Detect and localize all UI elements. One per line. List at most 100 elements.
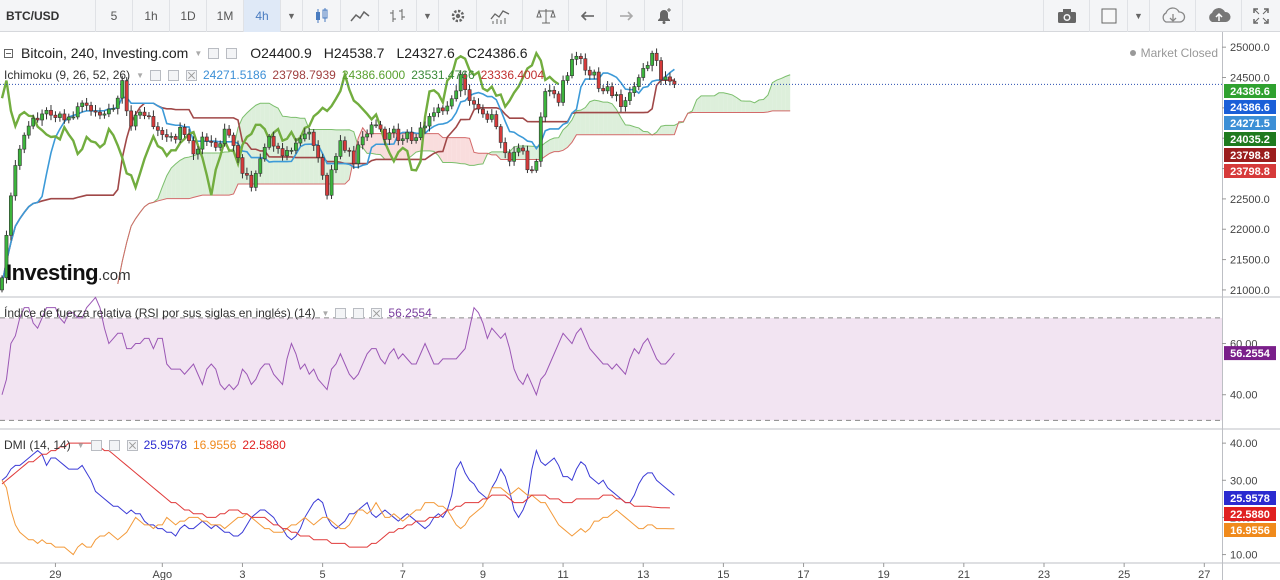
undo-button[interactable]: [569, 0, 607, 32]
candle-body: [592, 71, 597, 76]
bell-plus-icon: [657, 8, 671, 24]
candle-body: [325, 174, 329, 196]
candle-body: [485, 113, 490, 120]
alert-button[interactable]: [645, 0, 683, 32]
settings-icon[interactable]: [353, 307, 365, 319]
ichimoku-chikou-value: 24386.6000: [341, 68, 406, 82]
load-chart-button[interactable]: [1150, 0, 1196, 32]
cloud-segment: [549, 138, 555, 154]
interval-5[interactable]: 5: [96, 0, 133, 32]
cloud-segment: [776, 78, 782, 111]
indicators-button[interactable]: [477, 0, 523, 32]
candle-body: [383, 128, 387, 140]
chikou-line: [0, 50, 560, 196]
rsi-tick-label: 40.00: [1230, 390, 1258, 402]
visibility-icon[interactable]: [208, 47, 220, 59]
cloud-segment: [162, 175, 167, 200]
candle-body: [289, 150, 294, 152]
price-marker: 24271.5: [1230, 118, 1270, 130]
cloud-upload-icon: [1208, 8, 1231, 22]
collapse-icon[interactable]: [4, 48, 13, 58]
cloud-segment: [442, 137, 448, 163]
chevron-down-icon[interactable]: ▼: [76, 440, 85, 450]
cloud-segment: [669, 125, 675, 135]
candle-body: [129, 110, 134, 127]
candlestick-icon: [315, 8, 327, 23]
compare-button[interactable]: [523, 0, 569, 32]
close-icon[interactable]: [186, 69, 197, 81]
interval-1h[interactable]: 1h: [133, 0, 170, 32]
candle-body: [574, 55, 579, 60]
fullscreen-button[interactable]: [1242, 0, 1280, 32]
visibility-icon[interactable]: [335, 307, 347, 319]
investing-logo: Investing .com: [6, 260, 131, 286]
chevron-down-icon[interactable]: ▼: [136, 70, 144, 80]
cloud-segment: [460, 137, 466, 164]
interval-1d-label: 1D: [180, 9, 196, 23]
candles-style-button[interactable]: [303, 0, 341, 32]
candle-body: [556, 93, 561, 103]
visibility-icon[interactable]: [150, 69, 161, 81]
candle-body: [409, 131, 414, 141]
symbol-selector[interactable]: BTC/USD: [0, 0, 96, 32]
style-dropdown[interactable]: ▼: [417, 0, 439, 32]
bars-style-button[interactable]: [379, 0, 417, 32]
redo-button[interactable]: [607, 0, 645, 32]
candle-body: [133, 114, 138, 127]
chevron-down-icon[interactable]: ▼: [321, 308, 330, 318]
gear-icon: [451, 9, 464, 23]
save-chart-button[interactable]: [1196, 0, 1242, 32]
candle-body: [227, 128, 232, 136]
redo-icon: [619, 11, 633, 21]
layout-button[interactable]: [1090, 0, 1128, 32]
cloud-segment: [629, 125, 635, 135]
line-style-button[interactable]: [341, 0, 379, 32]
cloud-segment: [447, 137, 452, 163]
settings-icon[interactable]: [108, 439, 120, 451]
candle-body: [365, 133, 370, 138]
candle-body: [293, 142, 298, 151]
settings-icon[interactable]: [226, 47, 238, 59]
candle-body: [636, 77, 641, 87]
square-icon: [1101, 8, 1116, 24]
time-tick-label: 13: [637, 569, 649, 580]
candle-body: [601, 88, 606, 92]
candle-body: [378, 124, 383, 130]
time-tick-label: 9: [480, 569, 486, 580]
interval-1m[interactable]: 1M: [207, 0, 244, 32]
toolbar-spacer: [683, 0, 1044, 31]
cloud-segment: [603, 102, 608, 135]
snapshot-button[interactable]: [1044, 0, 1090, 32]
candle-body: [120, 80, 125, 99]
visibility-icon[interactable]: [90, 439, 102, 451]
price-tick-label: 25000.0: [1230, 42, 1270, 54]
interval-4h[interactable]: 4h: [244, 0, 281, 32]
settings-button[interactable]: [439, 0, 477, 32]
rsi-value: 56.2554: [388, 306, 432, 320]
candle-body: [454, 90, 459, 100]
logo-bold: Investing: [6, 260, 99, 285]
rsi-marker: 56.2554: [1230, 348, 1271, 360]
cloud-segment: [785, 74, 791, 111]
interval-1d[interactable]: 1D: [170, 0, 207, 32]
close-icon[interactable]: [371, 307, 383, 319]
interval-dropdown[interactable]: ▼: [281, 0, 303, 32]
candle-body: [31, 117, 36, 127]
main-legend: Bitcoin, 240, Investing.com ▼ O24400.9 H…: [4, 45, 528, 61]
cloud-segment: [456, 137, 461, 164]
cloud-segment: [772, 80, 777, 111]
cloud-segment: [220, 152, 225, 196]
time-tick-label: 27: [1198, 569, 1210, 580]
cloud-segment: [723, 92, 728, 113]
candle-body: [440, 107, 445, 112]
chart-canvas[interactable]: 21000.021500.022000.022500.023000.023500…: [0, 32, 1280, 580]
price-marker-bg: [1224, 164, 1276, 178]
cloud-segment: [767, 82, 773, 112]
candle-body: [342, 140, 347, 151]
dmi-marker: 16.9556: [1230, 525, 1270, 537]
chevron-down-icon[interactable]: ▼: [194, 48, 203, 58]
settings-icon[interactable]: [168, 69, 179, 81]
layout-dropdown[interactable]: ▼: [1128, 0, 1150, 32]
dmi-marker: 22.5880: [1230, 509, 1270, 521]
close-icon[interactable]: [126, 439, 138, 451]
